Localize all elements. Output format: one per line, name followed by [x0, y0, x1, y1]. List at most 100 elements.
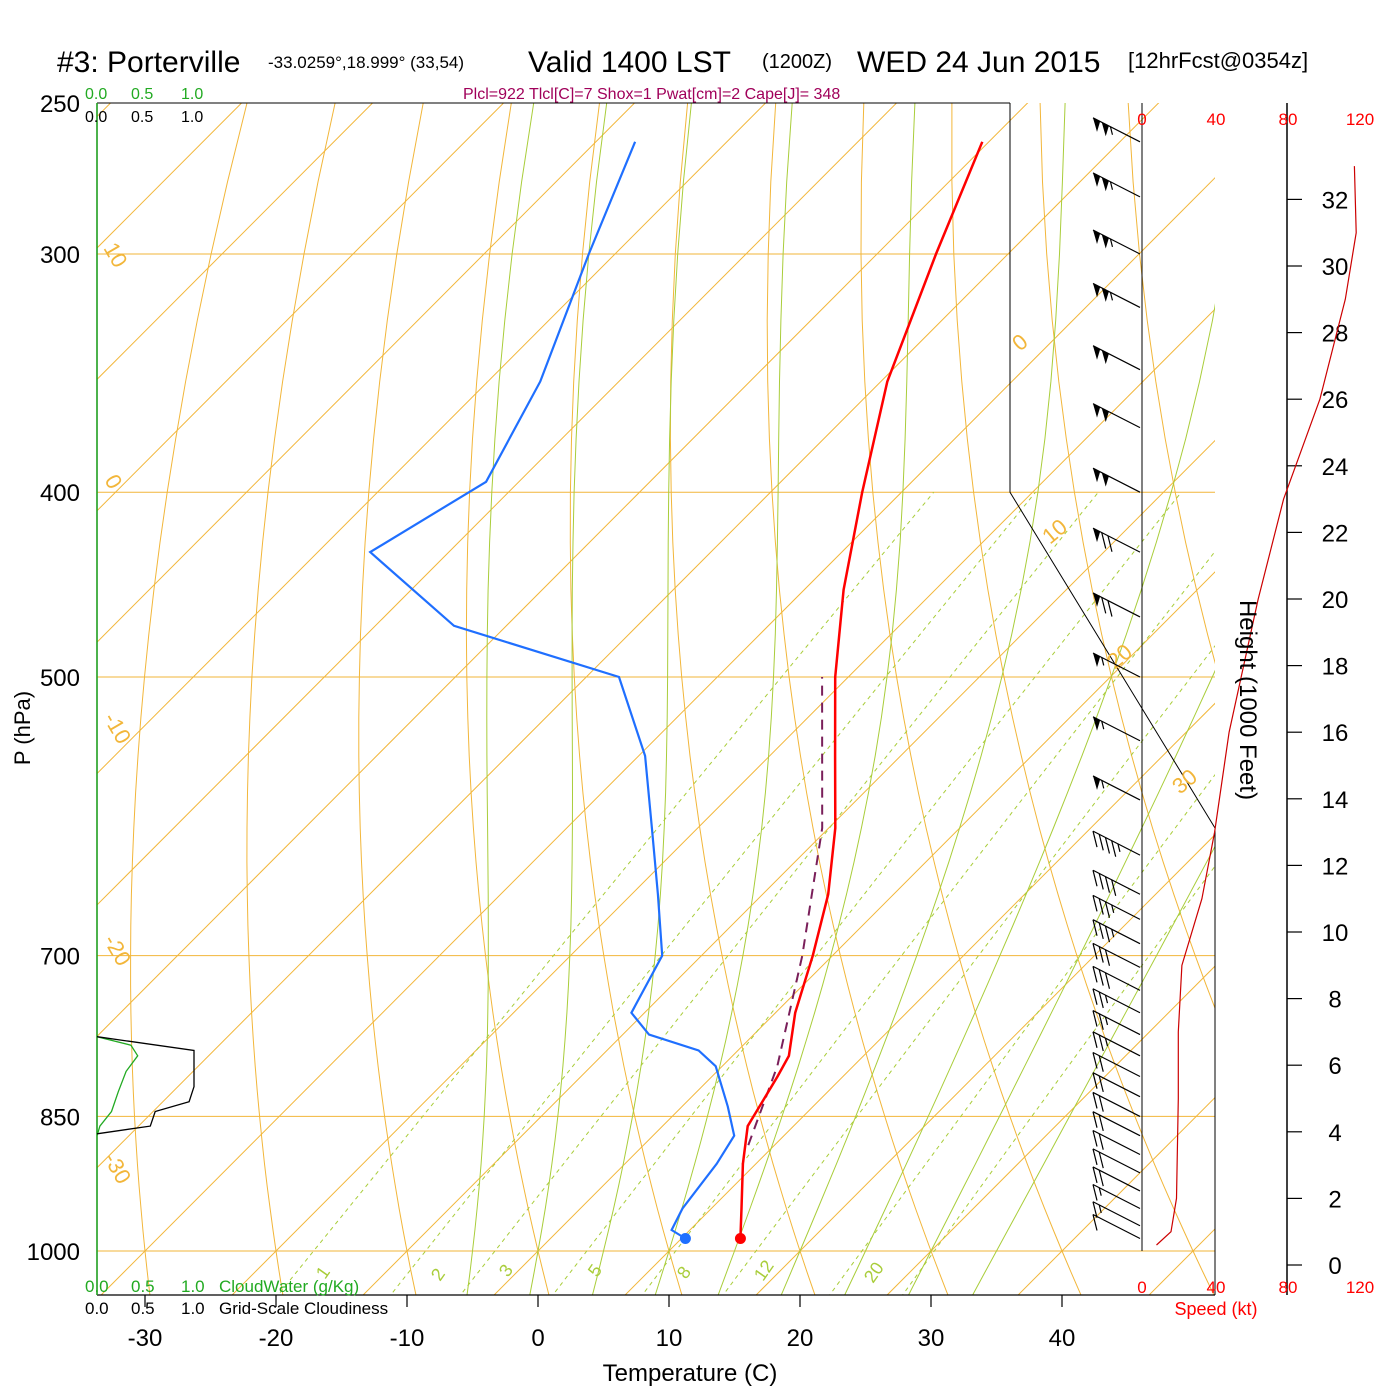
x-tick-label: -20 [259, 1325, 294, 1352]
wind-barb-staff [1092, 282, 1141, 308]
wind-barb [1092, 1166, 1141, 1192]
isotherm-line [97, 103, 636, 643]
wind-barb-staff [1092, 117, 1141, 143]
wind-barb-pennant [1093, 403, 1101, 418]
wind-barb-flag [1092, 895, 1098, 912]
parcel-path [747, 676, 824, 1146]
wind-barb-halfflag [1104, 1038, 1109, 1047]
cloudiness-scale-bottom: 0.0 [85, 1299, 109, 1318]
wind-barb-pennant [1093, 345, 1101, 360]
wind-barb-staff [1092, 1031, 1141, 1057]
valid-time: Valid 1400 LST [528, 46, 731, 79]
wind-barb-staff [1092, 592, 1141, 618]
mixing-ratio-label: 20 [860, 1258, 888, 1286]
wind-barb [1092, 345, 1141, 371]
p-tick-label: 850 [40, 1104, 80, 1131]
wind-barb-flag [1098, 991, 1104, 1009]
wind-barb-flag [1092, 1092, 1098, 1109]
wind-barb-halfflag [1109, 292, 1114, 301]
height-tick-label: 14 [1322, 787, 1349, 814]
wind-barb-flag [1092, 870, 1098, 887]
chart-header: #3: Porterville -33.0259°,18.999° (33,54… [57, 46, 1308, 103]
wind-barb [1092, 1072, 1141, 1098]
p-tick-label: 250 [40, 91, 80, 118]
wind-barb [1092, 988, 1141, 1014]
isotherm-label: 0 [1007, 329, 1032, 356]
dewpoint-line [368, 141, 736, 1240]
wind-barb-flag [1092, 1072, 1098, 1089]
height-tick-label: 10 [1322, 920, 1349, 947]
wind-barb-flag [1101, 532, 1107, 549]
speed-tick-top: 80 [1279, 110, 1298, 129]
x-tick-label: -10 [390, 1325, 425, 1352]
wind-barb [1092, 282, 1141, 308]
height-tick-label: 26 [1322, 387, 1349, 414]
isotherm-label: 10 [1037, 514, 1072, 549]
wind-barb-pennant [1101, 177, 1109, 192]
wind-barb [1092, 403, 1141, 429]
moist-adiabat [529, 103, 608, 1295]
wind-barb-pennant [1093, 716, 1101, 731]
height-tick-label: 12 [1322, 853, 1349, 880]
wind-barb-staff [1092, 1201, 1141, 1227]
wind-barb [1092, 775, 1141, 801]
temperature-line [739, 141, 984, 1239]
wind-barb-flag [1098, 1055, 1104, 1072]
isotherm-line [100, 177, 1215, 1295]
cloud-water-scale-top: 0.0 [85, 86, 107, 103]
wind-barb [1092, 894, 1141, 920]
wind-barb [1092, 1213, 1141, 1240]
dry-adiabat [569, 103, 683, 1295]
cloud-water-line [96, 1036, 139, 1136]
dry-adiabat [951, 103, 1215, 1295]
wind-barb-flag [1092, 1111, 1098, 1128]
wind-barb [1092, 965, 1141, 991]
mixing-ratio-label: 2 [427, 1265, 449, 1285]
speed-tick-bottom: 40 [1207, 1278, 1226, 1297]
station-coords: -33.0259°,18.999° (33,54) [268, 53, 464, 72]
height-tick-label: 0 [1328, 1253, 1341, 1280]
wind-barb [1092, 1031, 1141, 1057]
isotherm-label: 10 [99, 238, 133, 272]
wind-barb-pennant [1093, 283, 1101, 298]
height-tick-label: 30 [1322, 254, 1349, 281]
dry-adiabat [130, 103, 248, 1295]
x-tick-label: -30 [128, 1325, 163, 1352]
isotherm-line [0, 0, 251, 1345]
wind-barb-halfflag [1104, 1016, 1109, 1026]
height-tick-label: 18 [1322, 654, 1349, 681]
wind-barb-flag [1092, 1201, 1098, 1218]
moist-adiabat [844, 303, 1215, 1295]
wind-barb-staff [1092, 172, 1141, 198]
height-tick-label: 32 [1322, 187, 1349, 214]
cloud-water-scale-top: 0.5 [131, 86, 153, 103]
dry-adiabat [1039, 103, 1215, 1010]
height-tick-label: 28 [1322, 321, 1349, 348]
wind-barb-flag [1098, 1133, 1104, 1150]
mixing-ratio-label: 3 [495, 1261, 517, 1281]
cloudiness-scale-bottom: Grid-Scale Cloudiness [219, 1299, 388, 1318]
isotherm-line [624, 702, 1215, 1295]
wind-barb-flag [1104, 837, 1111, 854]
wind-barb-pennant [1101, 234, 1109, 249]
wind-barb-flag [1092, 988, 1098, 1005]
height-tick-label: 24 [1322, 454, 1349, 481]
speed-tick-top: 40 [1207, 110, 1226, 129]
wind-barb [1092, 1091, 1141, 1117]
wind-barb-flag [1107, 535, 1113, 552]
right-axis-line [1009, 103, 1216, 1295]
dry-adiabat [1127, 103, 1215, 665]
dry-adiabat [766, 103, 949, 1295]
moist-adiabat [780, 103, 1066, 1295]
wind-barb-flag [1092, 1148, 1098, 1166]
wind-barb-staff [1092, 965, 1141, 991]
wind-barb-staff [1092, 894, 1141, 920]
wind-barb-flag [1098, 969, 1104, 986]
wind-barb-flag [1098, 922, 1104, 940]
wind-barb-flag [1092, 830, 1098, 848]
p-tick-label: 400 [40, 480, 80, 507]
surface-temperature-point [734, 1232, 746, 1244]
wind-barbs [1092, 117, 1141, 1240]
surface-dewpoint-point [679, 1232, 691, 1244]
wind-barb-pennant [1101, 350, 1109, 365]
